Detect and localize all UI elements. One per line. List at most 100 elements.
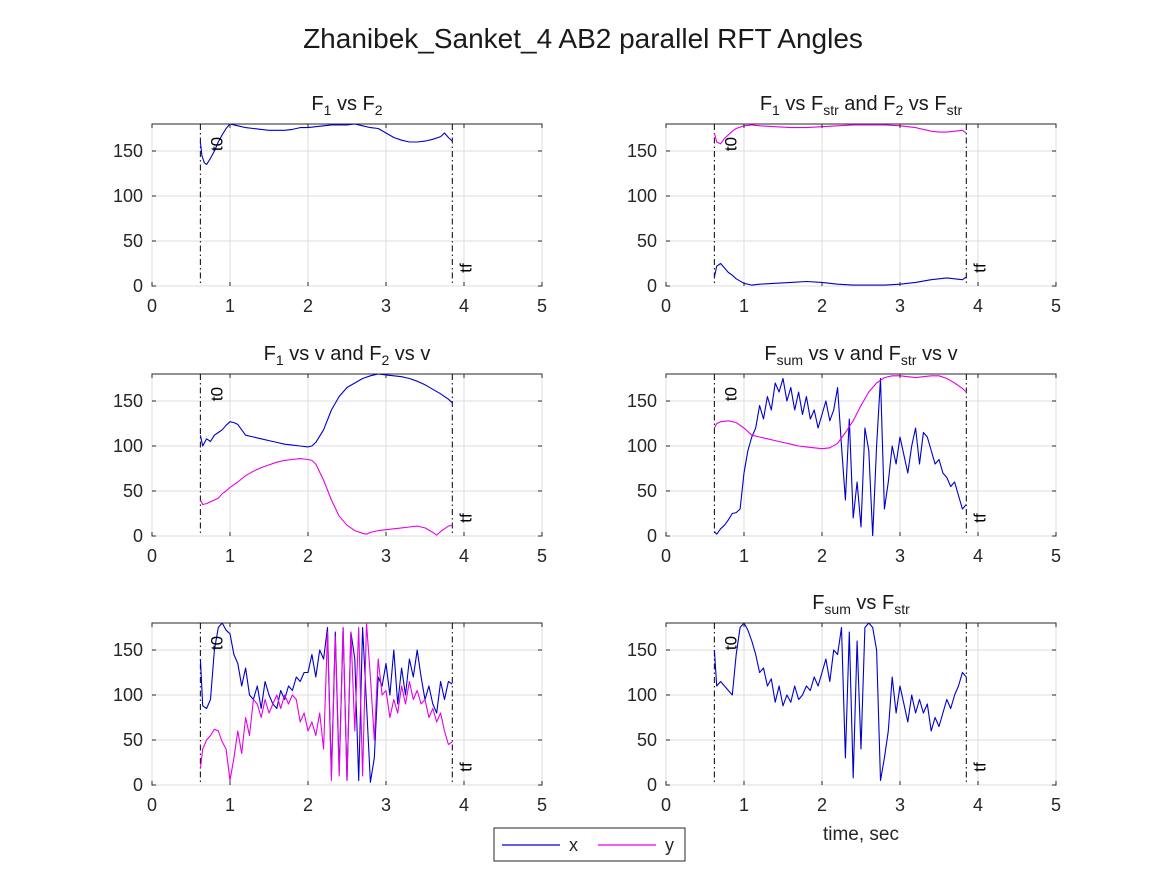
x-axis-label: time, sec (823, 824, 899, 845)
x-tick-label: 2 (303, 296, 313, 316)
x-tick-label: 1 (225, 546, 235, 566)
x-tick-label: 4 (459, 296, 469, 316)
y-tick-label: 0 (133, 526, 143, 546)
x-tick-label: 4 (973, 546, 983, 566)
x-tick-label: 4 (459, 795, 469, 815)
x-tick-label: 2 (817, 546, 827, 566)
x-tick-label: 1 (225, 296, 235, 316)
x-tick-label: 3 (895, 795, 905, 815)
subplot-title: F1 vs Fstr and F2 vs Fstr (760, 93, 963, 118)
t0-label: t0 (721, 387, 740, 401)
x-tick-label: 5 (1051, 546, 1061, 566)
x-tick-label: 3 (895, 546, 905, 566)
x-tick-label: 5 (537, 296, 547, 316)
y-tick-label: 50 (637, 231, 657, 251)
y-tick-label: 150 (627, 391, 657, 411)
x-tick-label: 0 (147, 546, 157, 566)
x-tick-label: 5 (1051, 795, 1061, 815)
series-line-x (713, 262, 967, 286)
t0-label: t0 (207, 636, 226, 650)
t0-label: t0 (207, 387, 226, 401)
series-group (713, 374, 967, 536)
x-tick-label: 3 (381, 795, 391, 815)
y-tick-label: 50 (123, 730, 143, 750)
x-tick-label: 4 (973, 296, 983, 316)
y-tick-label: 0 (647, 775, 657, 795)
y-tick-label: 0 (133, 775, 143, 795)
x-tick-label: 0 (661, 546, 671, 566)
series-line-y (199, 623, 453, 782)
series-group (199, 374, 453, 536)
x-tick-label: 5 (537, 795, 547, 815)
y-tick-label: 50 (123, 481, 143, 501)
y-tick-label: 150 (113, 391, 143, 411)
x-tick-label: 0 (147, 296, 157, 316)
figure-title: Zhanibek_Sanket_4 AB2 parallel RFT Angle… (303, 23, 863, 54)
y-tick-label: 100 (113, 186, 143, 206)
series-line-x (199, 124, 453, 166)
subplot-title: Fsum vs v and Fstr vs v (764, 343, 957, 368)
legend-label-x: x (569, 835, 578, 855)
y-tick-label: 100 (627, 685, 657, 705)
x-tick-label: 1 (225, 795, 235, 815)
x-tick-label: 2 (303, 546, 313, 566)
x-tick-label: 4 (459, 546, 469, 566)
legend-label-y: y (665, 835, 674, 855)
y-tick-label: 150 (627, 640, 657, 660)
x-tick-label: 4 (973, 795, 983, 815)
subplot-title: Fsum vs Fstr (812, 592, 910, 617)
series-line-x (713, 377, 967, 536)
series-line-x (199, 623, 453, 783)
x-tick-label: 5 (537, 546, 547, 566)
t0-label: t0 (207, 137, 226, 151)
y-tick-label: 0 (647, 276, 657, 296)
series-group (713, 124, 967, 286)
tf-label: tf (456, 513, 475, 523)
tf-label: tf (456, 762, 475, 772)
x-tick-label: 5 (1051, 296, 1061, 316)
subplot-title: F1 vs v and F2 vs v (264, 343, 431, 368)
y-tick-label: 100 (113, 685, 143, 705)
y-tick-label: 0 (133, 276, 143, 296)
x-tick-label: 0 (661, 296, 671, 316)
subplot-title: F1 vs F2 (311, 93, 382, 118)
x-tick-label: 3 (381, 296, 391, 316)
x-tick-label: 0 (147, 795, 157, 815)
y-tick-label: 100 (627, 186, 657, 206)
x-tick-label: 2 (303, 795, 313, 815)
y-tick-label: 100 (113, 436, 143, 456)
y-tick-label: 150 (113, 141, 143, 161)
t0-label: t0 (721, 137, 740, 151)
x-tick-label: 2 (817, 296, 827, 316)
x-tick-label: 3 (381, 546, 391, 566)
x-tick-label: 1 (739, 296, 749, 316)
series-line-x (713, 623, 967, 782)
x-tick-label: 1 (739, 546, 749, 566)
series-line-y (199, 458, 453, 536)
y-tick-label: 100 (627, 436, 657, 456)
t0-label: t0 (721, 636, 740, 650)
tf-label: tf (970, 762, 989, 772)
x-tick-label: 2 (817, 795, 827, 815)
x-tick-label: 1 (739, 795, 749, 815)
y-tick-label: 50 (637, 730, 657, 750)
x-tick-label: 3 (895, 296, 905, 316)
y-tick-label: 150 (113, 640, 143, 660)
x-tick-label: 0 (661, 795, 671, 815)
legend: x y (493, 827, 686, 862)
y-tick-label: 50 (637, 481, 657, 501)
y-tick-label: 0 (647, 526, 657, 546)
y-tick-label: 150 (627, 141, 657, 161)
tf-label: tf (970, 263, 989, 273)
series-line-y (713, 375, 967, 450)
series-line-y (713, 124, 967, 145)
series-line-x (199, 374, 453, 448)
tf-label: tf (970, 513, 989, 523)
